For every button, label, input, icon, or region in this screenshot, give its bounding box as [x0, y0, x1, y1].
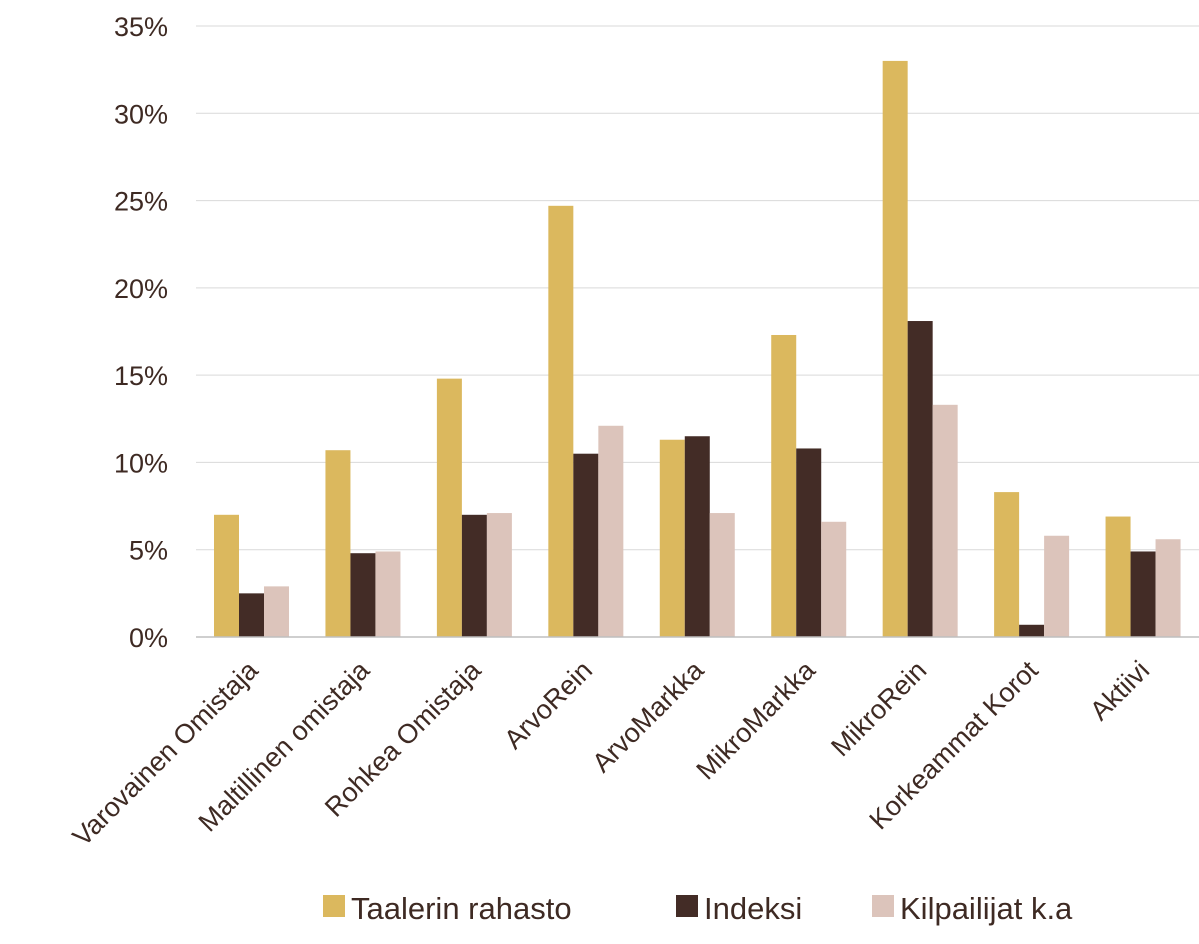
bar-indeksi: [796, 448, 822, 637]
bar-indeksi: [1130, 551, 1156, 637]
bar-kilpailijat-k-a: [375, 551, 401, 637]
bar-indeksi: [1019, 624, 1045, 637]
bar-taalerin-rahasto: [994, 492, 1020, 637]
bar-kilpailijat-k-a: [486, 513, 512, 637]
legend-label: Taalerin rahasto: [351, 891, 572, 926]
bar-taalerin-rahasto: [436, 378, 462, 637]
x-category-label: ArvoMarkka: [586, 654, 710, 778]
bar-indeksi: [684, 436, 710, 637]
y-tick-label: 5%: [129, 536, 168, 566]
bar-taalerin-rahasto: [659, 439, 685, 637]
gridlines: [196, 25, 1199, 551]
bar-indeksi: [907, 321, 933, 637]
bar-indeksi: [350, 553, 376, 637]
bar-taalerin-rahasto: [771, 334, 797, 637]
y-tick-label: 10%: [114, 448, 168, 478]
bar-kilpailijat-k-a: [821, 521, 847, 637]
y-tick-label: 35%: [114, 12, 168, 42]
y-tick-label: 15%: [114, 361, 168, 391]
bars: [214, 60, 1181, 637]
legend-label: Kilpailijat k.a: [900, 891, 1073, 926]
bar-kilpailijat-k-a: [932, 404, 958, 637]
bar-kilpailijat-k-a: [264, 586, 289, 637]
bar-indeksi: [239, 593, 264, 637]
bar-indeksi: [461, 514, 487, 637]
bar-taalerin-rahasto: [1105, 516, 1131, 637]
legend-swatch: [323, 895, 345, 917]
y-tick-label: 20%: [114, 274, 168, 304]
bar-kilpailijat-k-a: [709, 513, 735, 637]
legend-swatch: [676, 895, 698, 917]
x-category-label: Aktiivi: [1084, 655, 1155, 726]
y-axis: 0% 5% 10% 15% 20% 25% 30% 35%: [114, 12, 168, 653]
x-category-label: Varovainen Omistaja: [67, 654, 265, 852]
y-tick-label: 25%: [114, 187, 168, 217]
bar-taalerin-rahasto: [548, 205, 574, 637]
bar-taalerin-rahasto: [325, 450, 351, 637]
x-category-label: MikroMarkka: [690, 654, 821, 785]
bar-indeksi: [573, 453, 599, 637]
x-category-label: ArvoRein: [498, 655, 598, 755]
y-tick-label: 0%: [129, 623, 168, 653]
legend-label: Indeksi: [704, 891, 802, 926]
bar-kilpailijat-k-a: [1155, 539, 1181, 637]
x-category-label: MikroRein: [825, 655, 932, 762]
bar-kilpailijat-k-a: [1044, 535, 1070, 637]
bar-kilpailijat-k-a: [598, 425, 624, 637]
bar-taalerin-rahasto: [882, 60, 908, 637]
y-tick-label: 30%: [114, 99, 168, 129]
legend-swatch: [872, 895, 894, 917]
bar-taalerin-rahasto: [214, 514, 239, 637]
legend: Taalerin rahasto Indeksi Kilpailijat k.a: [323, 891, 1073, 926]
